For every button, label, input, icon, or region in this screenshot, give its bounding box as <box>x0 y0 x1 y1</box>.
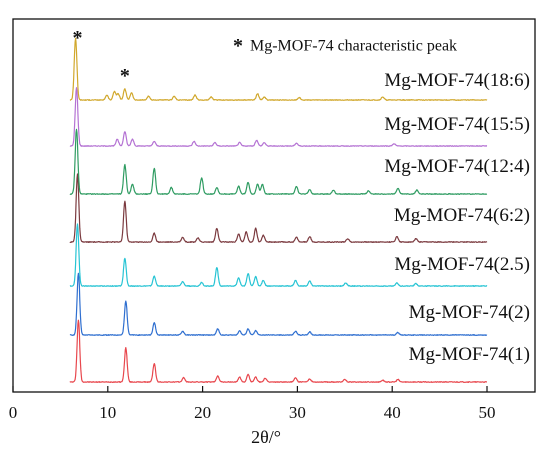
series-line <box>69 319 488 383</box>
x-tick-label: 50 <box>479 403 496 422</box>
series-label: Mg-MOF-74(12:4) <box>384 156 530 177</box>
series-label-layer: Mg-MOF-74(1) Mg-MOF-74(2) Mg-MOF-74(2.5) Mg… <box>384 70 530 365</box>
series-label: Mg-MOF-74(15:5) <box>384 114 530 135</box>
legend-text: Mg-MOF-74 characteristic peak <box>250 38 457 55</box>
peak-marker-layer: ** <box>73 27 130 87</box>
series-line <box>69 37 488 101</box>
x-tick-label: 40 <box>384 403 401 422</box>
series-label: Mg-MOF-74(2) <box>409 302 530 323</box>
legend-symbol: * <box>233 35 243 57</box>
series-line <box>69 173 488 243</box>
x-tick-label: 30 <box>289 403 306 422</box>
x-tick-label: 0 <box>9 403 18 422</box>
series-layer <box>69 37 488 383</box>
plot-frame <box>12 18 536 393</box>
x-axis-ticks: 0 10 20 30 40 50 <box>9 386 496 422</box>
series-label: Mg-MOF-74(18:6) <box>384 70 530 91</box>
series-line <box>69 223 488 287</box>
series-line <box>69 272 488 336</box>
series-label: Mg-MOF-74(2.5) <box>394 254 530 275</box>
series-line <box>69 87 488 147</box>
peak-marker: * <box>73 27 83 49</box>
series-label: Mg-MOF-74(6:2) <box>394 205 530 226</box>
x-axis-title: 2θ/° <box>251 427 281 447</box>
x-tick-label: 20 <box>194 403 211 422</box>
x-tick-label: 10 <box>99 403 116 422</box>
series-line <box>69 128 488 195</box>
peak-marker: * <box>120 65 130 87</box>
series-label: Mg-MOF-74(1) <box>409 344 530 365</box>
legend: * Mg-MOF-74 characteristic peak <box>233 35 457 57</box>
